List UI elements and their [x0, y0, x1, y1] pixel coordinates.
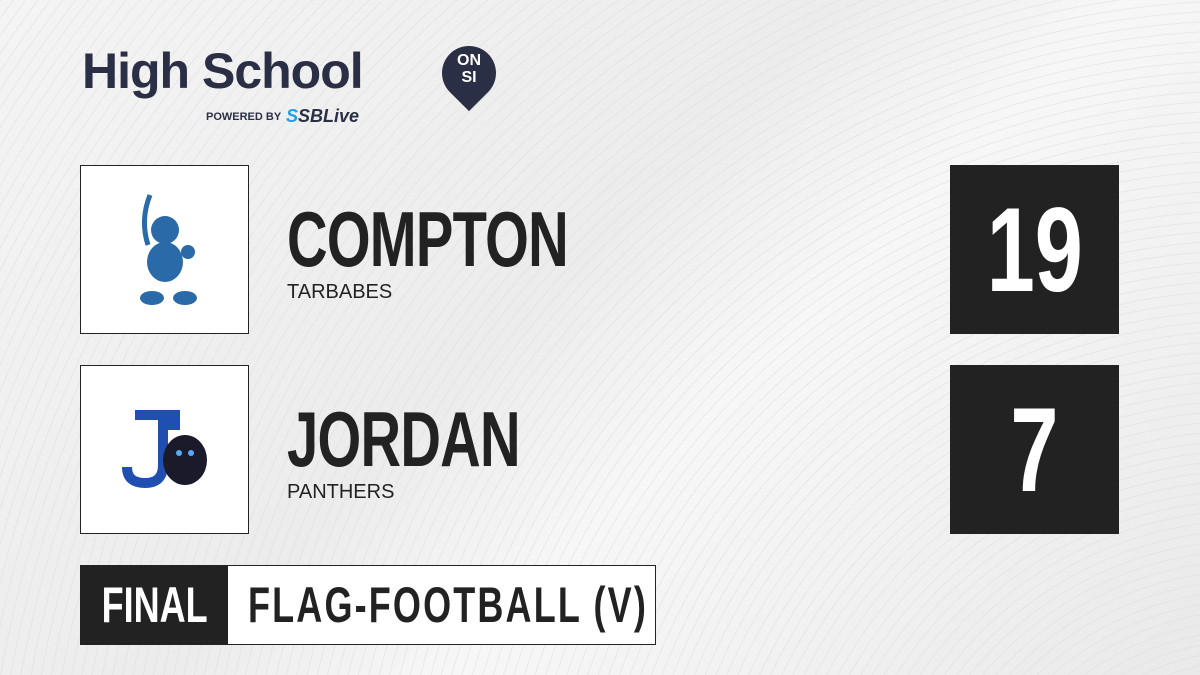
sport-label-text: FLAG-FOOTBALL (V): [248, 577, 648, 633]
team-mascot: TARBABES: [287, 281, 393, 303]
team-name: COMPTON: [287, 195, 569, 283]
sblive-s-icon: S: [286, 106, 299, 126]
brand-title: High School: [82, 43, 364, 99]
team-mascot: PANTHERS: [287, 481, 395, 503]
on-si-badge: ON SI: [448, 52, 490, 86]
sport-label: FLAG-FOOTBALL (V): [228, 566, 804, 644]
sblive-logo: SSBLive: [286, 106, 359, 127]
final-badge: FINAL: [81, 566, 228, 644]
team-score-value: 19: [986, 182, 1083, 317]
badge-line-on: ON: [457, 52, 481, 69]
team-name: JORDAN: [287, 395, 521, 483]
team-score: 19: [950, 165, 1119, 334]
team-logo-compton: [80, 165, 249, 334]
team-logo-jordan: [80, 365, 249, 534]
panther-j-icon: [121, 409, 207, 488]
badge-line-si: SI: [461, 69, 477, 86]
game-status-bar: FINAL FLAG-FOOTBALL (V): [80, 565, 656, 645]
sblive-wordmark: SBLive: [298, 106, 360, 126]
powered-by-label: POWERED BY: [206, 111, 282, 123]
final-label: FINAL: [101, 577, 208, 633]
team-score: 7: [950, 365, 1119, 534]
pirate-mascot-icon: [139, 193, 197, 305]
team-score-value: 7: [1010, 382, 1059, 517]
